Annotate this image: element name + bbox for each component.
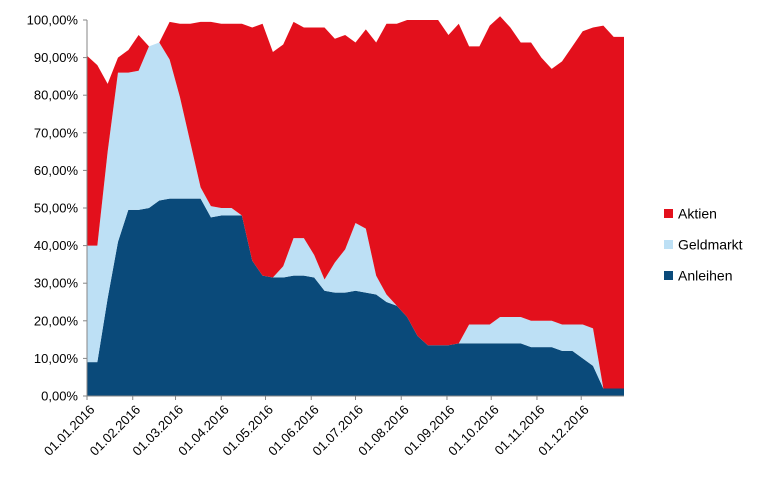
y-tick-label: 60,00%	[34, 163, 79, 178]
legend-label: Aktien	[678, 206, 717, 222]
legend-label: Geldmarkt	[678, 237, 743, 253]
y-tick-label: 40,00%	[34, 238, 79, 253]
legend: Aktien Geldmarkt Anleihen	[664, 206, 743, 284]
y-axis-ticks: 0,00% 10,00% 20,00% 30,00% 40,00% 50,00% 60,00…	[27, 13, 87, 404]
y-tick-label: 70,00%	[34, 125, 79, 140]
y-tick-label: 0,00%	[41, 389, 78, 404]
y-tick-label: 80,00%	[34, 88, 79, 103]
y-tick-label: 20,00%	[34, 313, 79, 328]
y-tick-label: 90,00%	[34, 50, 79, 65]
area-geldmarkt	[87, 42, 624, 389]
legend-swatch	[664, 271, 673, 280]
area-aktien	[87, 16, 624, 389]
area-anleihen	[87, 198, 624, 396]
x-axis-ticks: 01.01.201601.02.201601.03.201601.04.2016…	[41, 396, 592, 459]
legend-label: Anleihen	[678, 268, 733, 284]
y-tick-label: 10,00%	[34, 351, 79, 366]
plot-areas	[87, 16, 624, 396]
legend-swatch	[664, 240, 673, 249]
y-tick-label: 50,00%	[34, 201, 79, 216]
y-tick-label: 30,00%	[34, 276, 79, 291]
y-tick-label: 100,00%	[27, 13, 79, 28]
legend-swatch	[664, 209, 673, 218]
